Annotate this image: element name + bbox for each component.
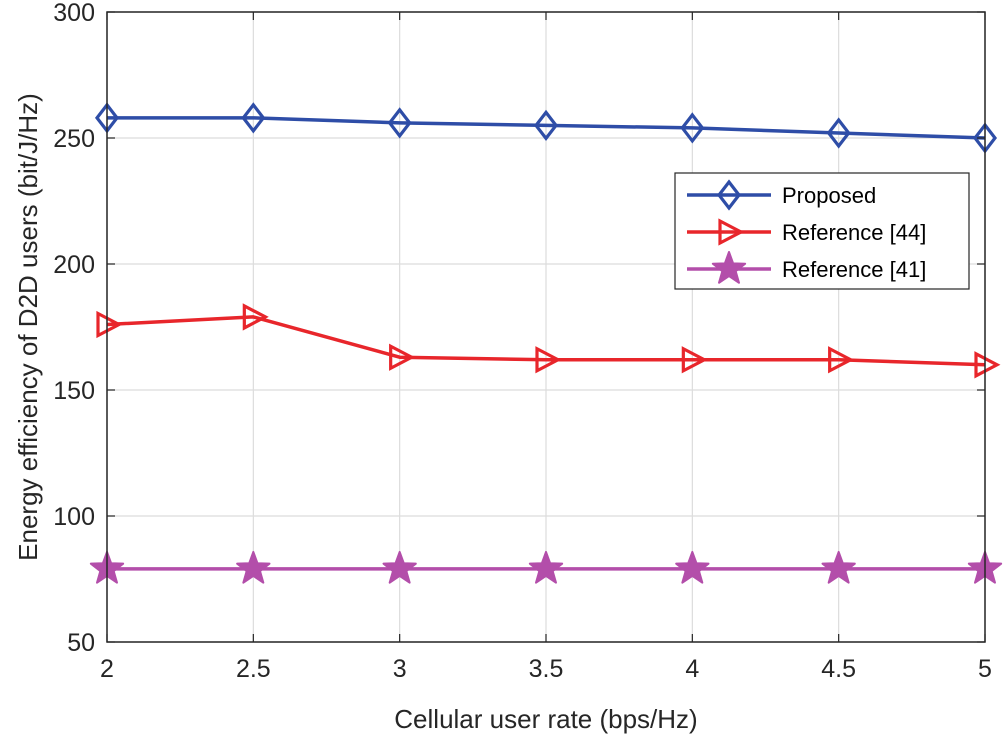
grid-lines xyxy=(106,11,986,643)
y-tick-label: 50 xyxy=(67,629,95,657)
axis-ticks: 2 2.5 3 3.5 4 4.5 5 50 100 150 200 250 300 xyxy=(53,0,992,683)
data-point-marker xyxy=(680,112,705,144)
y-tick-label: 250 xyxy=(53,125,95,153)
x-tick-label: 4 xyxy=(685,655,699,683)
data-point-marker xyxy=(675,550,710,584)
series-line xyxy=(107,116,986,140)
legend-item: Proposed xyxy=(687,179,876,211)
legend-label: Proposed xyxy=(782,183,876,208)
legend-label: Reference [44] xyxy=(782,220,926,245)
legend-marker-icon xyxy=(718,218,745,246)
data-point-marker xyxy=(242,303,269,331)
y-tick-label: 150 xyxy=(53,377,95,405)
series-proposed xyxy=(94,102,998,154)
y-axis-label: Energy efficiency of D2D users (bit/J/Hz… xyxy=(13,93,43,561)
data-point-marker xyxy=(826,117,851,149)
legend-marker-icon xyxy=(716,179,742,211)
series-line xyxy=(106,315,986,367)
series-reference-44 xyxy=(96,303,1001,379)
data-point-marker xyxy=(821,550,856,584)
legend: Proposed Reference [44] Reference [41] xyxy=(674,172,970,290)
x-tick-label: 5 xyxy=(978,655,992,683)
data-point-marker xyxy=(387,107,412,139)
x-axis-label: Cellular user rate (bps/Hz) xyxy=(394,704,697,734)
x-tick-label: 4.5 xyxy=(821,655,856,683)
data-point-marker xyxy=(974,351,1001,379)
legend-item: Reference [41] xyxy=(687,251,926,284)
data-point-marker xyxy=(681,346,708,374)
legend-label: Reference [41] xyxy=(782,257,926,282)
legend-item: Reference [44] xyxy=(687,218,926,246)
data-point-marker xyxy=(236,550,271,584)
data-point-marker xyxy=(96,310,123,339)
y-tick-label: 200 xyxy=(53,251,95,279)
data-point-marker xyxy=(535,346,562,374)
data-point-marker xyxy=(389,343,416,371)
legend-marker-icon xyxy=(711,251,747,284)
x-tick-label: 3.5 xyxy=(529,655,564,683)
x-tick-label: 2 xyxy=(100,655,114,683)
data-point-marker xyxy=(382,550,417,584)
data-point-marker xyxy=(533,109,559,142)
x-tick-label: 2.5 xyxy=(236,655,271,683)
y-tick-label: 300 xyxy=(53,0,95,27)
data-point-marker xyxy=(528,550,564,584)
data-point-marker xyxy=(241,102,266,134)
data-point-marker xyxy=(828,346,855,374)
x-tick-label: 3 xyxy=(393,655,407,683)
y-tick-label: 100 xyxy=(53,503,95,531)
